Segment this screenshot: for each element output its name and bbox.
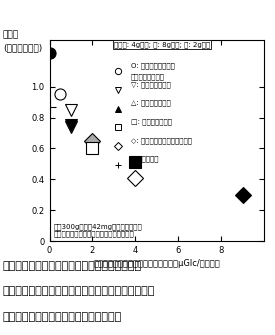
Text: 土壌300gに窒素42mg（化成肥料区）
或は上記量の生ごみ処理物を添加して栽培: 土壌300gに窒素42mg（化成肥料区） 或は上記量の生ごみ処理物を添加して栽培 bbox=[54, 223, 142, 237]
Text: 量推定値にポットへの添加量を掛けた値: 量推定値にポットへの添加量を掛けた値 bbox=[3, 312, 122, 322]
Text: 横軸は図２の方法により算出された易分解性有機物: 横軸は図２の方法により算出された易分解性有機物 bbox=[3, 286, 155, 296]
Text: □: 二次処理１週間: □: 二次処理１週間 bbox=[131, 118, 172, 125]
Text: +: 無肥料区: +: 無肥料区 bbox=[131, 156, 158, 162]
Text: ▽: 二次処理４週間: ▽: 二次処理４週間 bbox=[131, 81, 171, 88]
Text: 野積み１ヶ月: 野積み１ヶ月 bbox=[131, 73, 165, 80]
Text: 白抜き: 4g添加; 黒: 8g添加; 灰: 2g添加: 白抜き: 4g添加; 黒: 8g添加; 灰: 2g添加 bbox=[114, 41, 210, 48]
Text: ◇: 原料（生ごみ一次処理物）: ◇: 原料（生ごみ一次処理物） bbox=[131, 137, 192, 144]
Text: △: 二次処理３週間: △: 二次処理３週間 bbox=[131, 100, 171, 106]
Text: 生育量: 生育量 bbox=[3, 30, 19, 39]
Text: 図３．添加易分解性有機物量とコマツナの生育: 図３．添加易分解性有機物量とコマツナの生育 bbox=[3, 261, 142, 271]
Text: (化成肥料区比): (化成肥料区比) bbox=[3, 44, 42, 53]
Text: O: 二次処理４週間後: O: 二次処理４週間後 bbox=[131, 62, 175, 69]
X-axis label: ポット当りの添加易分解性有機物量（μGlc/ポット）: ポット当りの添加易分解性有機物量（μGlc/ポット） bbox=[94, 259, 220, 268]
